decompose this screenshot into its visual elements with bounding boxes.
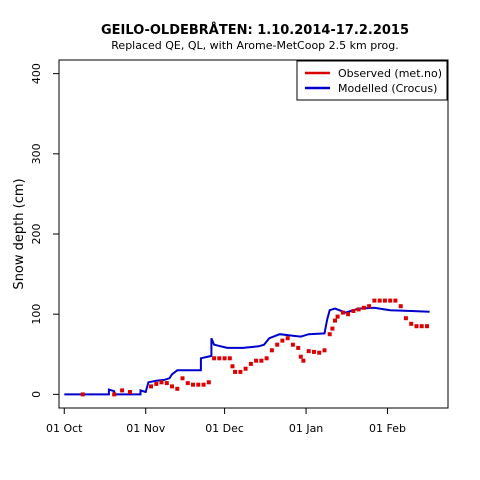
observed-point	[170, 384, 174, 389]
observed-point	[175, 386, 180, 391]
series-line-modelled	[64, 306, 430, 396]
observed-point	[388, 298, 393, 303]
observed-point	[227, 356, 232, 361]
observed-point	[335, 314, 340, 319]
observed-point	[296, 345, 301, 350]
y-tick-label: 0	[30, 391, 43, 398]
observed-point	[159, 380, 164, 385]
observed-point	[120, 388, 125, 393]
x-axis: 01 Oct 01 Nov 01 Dec 01 Jan 01 Feb	[46, 408, 406, 435]
chart-title: GEILO-OLDEBRÅTEN: 1.10.2014-17.2.2015	[101, 22, 409, 38]
observed-point	[230, 364, 235, 369]
observed-point	[301, 358, 306, 363]
legend-label-observed: Observed (met.no)	[338, 67, 442, 80]
observed-point	[414, 324, 419, 329]
observed-point	[275, 342, 280, 347]
observed-point	[367, 304, 372, 309]
observed-point	[398, 304, 403, 309]
x-tick-label: 01 Oct	[46, 422, 83, 435]
observed-point	[112, 392, 117, 397]
observed-point	[330, 326, 335, 331]
x-tick-label: 01 Feb	[369, 422, 406, 435]
observed-point	[264, 356, 269, 361]
observed-point	[180, 376, 185, 381]
observed-point	[238, 369, 243, 374]
observed-point	[298, 354, 303, 359]
observed-point	[312, 349, 316, 354]
observed-point	[280, 338, 285, 343]
observed-point	[403, 316, 408, 321]
y-tick-label: 200	[30, 224, 43, 245]
observed-point	[233, 369, 238, 374]
observed-point	[128, 390, 132, 394]
legend-label-modelled: Modelled (Crocus)	[338, 82, 437, 95]
observed-point	[351, 309, 356, 313]
observed-point	[340, 310, 345, 315]
observed-point	[377, 298, 382, 303]
y-axis: 0 100 200 300 400	[30, 63, 59, 398]
observed-point	[419, 324, 424, 329]
x-tick-label: 01 Dec	[205, 422, 244, 435]
observed-point	[149, 384, 153, 389]
observed-point	[164, 381, 169, 386]
observed-point	[346, 312, 351, 317]
observed-point	[425, 324, 429, 329]
observed-point	[361, 305, 366, 310]
observed-point	[382, 298, 387, 303]
observed-point	[217, 356, 222, 361]
observed-point	[243, 366, 248, 371]
observed-point	[393, 298, 398, 303]
observed-point	[285, 336, 290, 341]
observed-point	[269, 348, 274, 353]
observed-point	[185, 381, 190, 386]
x-tick-label: 01 Jan	[289, 422, 323, 435]
series-layer	[64, 298, 430, 397]
observed-point	[322, 348, 327, 353]
legend: Observed (met.no) Modelled (Crocus)	[296, 60, 448, 101]
observed-point	[306, 349, 311, 354]
observed-point	[248, 361, 253, 366]
observed-point	[80, 392, 85, 397]
observed-point	[222, 356, 227, 361]
observed-point	[254, 358, 259, 363]
x-tick-label: 01 Nov	[126, 422, 165, 435]
observed-point	[191, 382, 195, 387]
observed-point	[196, 382, 201, 387]
plot-frame	[58, 59, 449, 409]
observed-point	[290, 342, 295, 347]
y-tick-label: 100	[30, 304, 43, 325]
observed-point	[409, 321, 414, 326]
observed-point	[212, 356, 217, 361]
observed-point	[327, 332, 332, 337]
observed-point	[372, 298, 377, 303]
observed-point	[356, 307, 361, 312]
observed-point	[201, 382, 206, 387]
y-tick-label: 400	[30, 63, 43, 84]
y-tick-label: 300	[30, 143, 43, 164]
chart-subtitle: Replaced QE, QL, with Arome-MetCoop 2.5 …	[111, 39, 398, 52]
y-axis-label: Snow depth (cm)	[12, 178, 27, 289]
observed-point	[259, 358, 264, 363]
legend-box	[296, 60, 448, 101]
observed-point	[317, 350, 322, 355]
observed-point	[206, 380, 211, 385]
observed-point	[154, 381, 159, 386]
observed-point	[333, 318, 337, 323]
